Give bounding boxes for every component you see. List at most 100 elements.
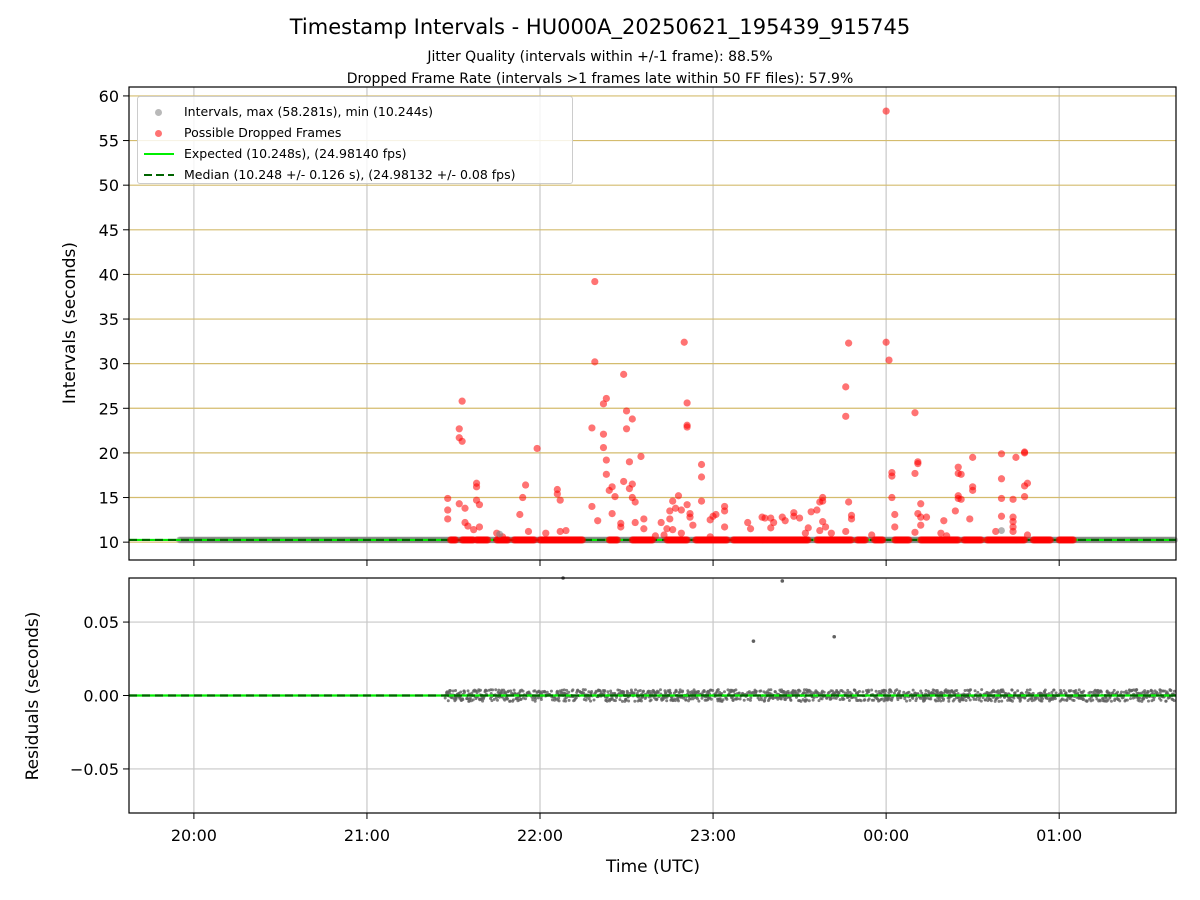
dropped-frame-point [683, 501, 691, 509]
dropped-frame-point [452, 536, 460, 544]
residual-point [968, 698, 972, 702]
dropped-frame-point [801, 529, 809, 537]
dropped-frame-point [1012, 453, 1020, 461]
residual-point [564, 699, 568, 703]
residual-point [709, 697, 713, 701]
residual-point [508, 699, 512, 703]
legend-item-intervals: Intervals, max (58.281s), min (10.244s) [138, 101, 574, 121]
residual-point [1121, 696, 1125, 700]
residual-point [964, 698, 968, 702]
dropped-frame-point [458, 437, 466, 445]
dropped-frame-point [891, 510, 899, 519]
dropped-frame-point [578, 536, 587, 544]
residual-point [1074, 688, 1078, 692]
dropped-frame-point [666, 507, 674, 515]
residual-point [664, 691, 668, 695]
residual-point [1069, 689, 1073, 693]
residual-point [505, 697, 509, 701]
residual-point [736, 697, 740, 701]
dropped-frame-point [804, 524, 812, 532]
residual-point [1072, 698, 1076, 702]
dropped-frame-point [712, 510, 720, 519]
chart-title: Timestamp Intervals - HU000A_20250621_19… [289, 15, 911, 39]
residual-point [978, 696, 982, 700]
residual-point [1112, 688, 1116, 692]
residual-point [562, 688, 566, 692]
residual-point [494, 688, 498, 692]
residual-point [492, 697, 496, 701]
residual-outlier-point [751, 639, 756, 643]
residual-point [896, 698, 900, 702]
residual-point [1128, 697, 1132, 701]
dropped-frame-point [879, 536, 887, 544]
dropped-frame-point [969, 486, 977, 494]
dropped-frame-point [475, 501, 484, 509]
dropped-frame-point [599, 400, 608, 408]
dropped-frame-point [680, 338, 688, 346]
dropped-frame-point [790, 512, 798, 520]
dropped-frame-rate-subtitle: Dropped Frame Rate (intervals >1 frames … [346, 71, 854, 87]
residual-point [773, 690, 777, 694]
residual-point [1137, 699, 1141, 703]
residual-point [615, 696, 619, 700]
dropped-frame-point [954, 463, 962, 471]
dropped-frame-point [640, 525, 648, 533]
residual-point [1054, 691, 1058, 695]
residual-point [1052, 688, 1056, 692]
residual-point [702, 689, 706, 693]
dropped-frame-point [666, 515, 674, 523]
residual-point [1012, 696, 1016, 700]
residual-point [543, 690, 547, 694]
residual-point [1172, 699, 1176, 703]
residual-point [1101, 696, 1105, 700]
dropped-frame-point [1009, 527, 1017, 536]
dropped-frame-point [914, 460, 922, 468]
residual-point [872, 698, 876, 702]
residual-point [649, 698, 653, 702]
dropped-frame-point [620, 370, 628, 378]
dropped-frame-point [669, 497, 677, 505]
residual-point [495, 698, 499, 702]
residual-point [1018, 698, 1022, 702]
dropped-frame-point [917, 521, 925, 529]
residual-point [587, 697, 591, 701]
residual-point [1118, 699, 1122, 703]
residual-point [956, 696, 960, 700]
residual-point [635, 691, 639, 695]
residual-point [1145, 696, 1149, 700]
dropped-frame-point [957, 470, 965, 478]
bottom-y-axis-label: Residuals (seconds) [23, 612, 43, 781]
residual-point [838, 698, 842, 702]
x-tick-label: 20:00 [171, 826, 217, 845]
residual-point [503, 698, 507, 702]
residual-point [1062, 698, 1066, 702]
residual-point [1106, 698, 1110, 702]
dropped-frame-point [697, 460, 706, 469]
top-y-tick-label: 60 [99, 87, 119, 106]
dropped-frame-point [689, 521, 697, 529]
residual-point [952, 697, 956, 701]
residual-point [1168, 695, 1172, 699]
residual-point [1081, 697, 1085, 701]
residual-point [887, 691, 891, 695]
residual-point [1164, 699, 1168, 703]
residual-point [817, 699, 821, 703]
residual-point [1169, 688, 1173, 692]
residual-point [490, 699, 494, 703]
top-plot-series [129, 107, 1178, 544]
residual-point [1065, 698, 1069, 702]
residual-point [916, 692, 920, 696]
residual-point [678, 688, 682, 692]
residual-point [582, 691, 586, 695]
dropped-frame-point [620, 477, 628, 486]
residual-point [805, 698, 809, 702]
residual-point [686, 689, 690, 693]
residual-point [567, 690, 571, 694]
dropped-frame-point [888, 468, 896, 477]
residual-point [571, 688, 575, 692]
residual-point [955, 688, 959, 692]
dropped-frame-point [622, 425, 631, 433]
residual-point [545, 690, 549, 694]
dropped-frame-point [1023, 479, 1032, 487]
residual-point [738, 697, 742, 701]
